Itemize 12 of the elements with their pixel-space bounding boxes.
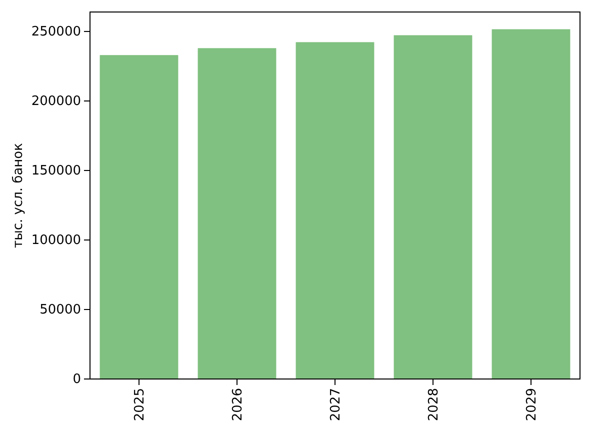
y-axis-title: тыс. усл. банок (11, 142, 26, 248)
y-tick-label: 150000 (31, 164, 81, 179)
y-tick-label: 200000 (31, 94, 81, 110)
x-tick-label: 2029 (524, 388, 540, 422)
y-tick-label: 0 (72, 372, 81, 388)
y-tick-label: 50000 (40, 302, 81, 318)
x-tick-label: 2028 (426, 388, 442, 422)
x-tick-label: 2027 (328, 388, 344, 422)
x-tick-label: 2026 (230, 388, 246, 422)
x-tick-label: 2025 (132, 388, 148, 422)
y-tick-label: 100000 (31, 233, 81, 248)
y-tick-label: 250000 (31, 24, 81, 40)
